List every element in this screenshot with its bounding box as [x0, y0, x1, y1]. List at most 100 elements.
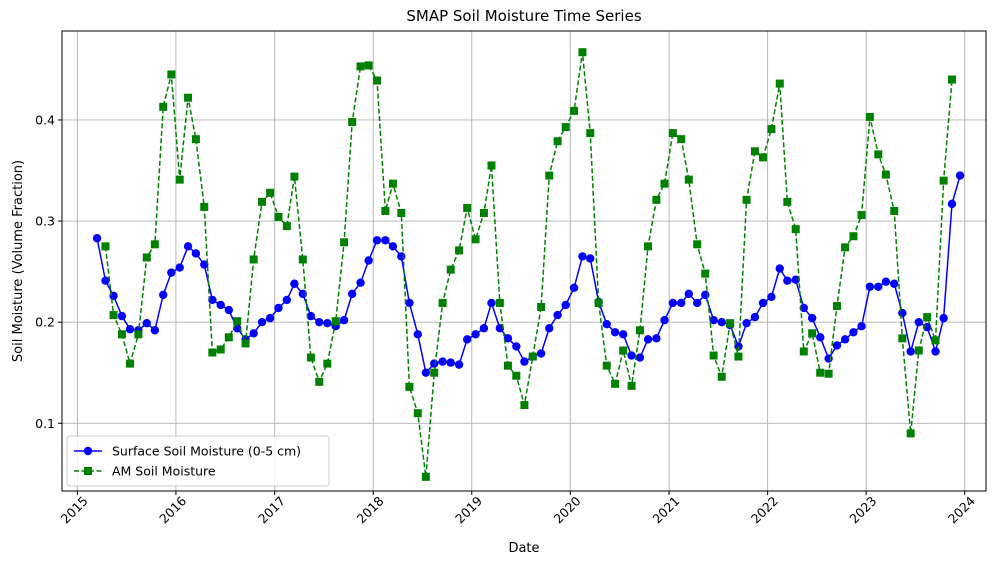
data-point	[191, 135, 200, 144]
data-point	[175, 175, 184, 184]
data-point	[183, 242, 193, 251]
data-point	[167, 268, 176, 277]
data-point	[874, 282, 883, 291]
data-point	[150, 326, 160, 335]
data-point	[503, 361, 512, 370]
series-line-1	[104, 51, 953, 478]
x-axis-label: Date	[508, 541, 539, 556]
data-point	[184, 93, 193, 102]
x-tick-label: 2015	[58, 493, 91, 526]
data-point	[413, 330, 422, 339]
data-point	[742, 195, 751, 204]
data-point	[602, 319, 611, 329]
y-axis-ticks: 0.1 0.2 0.3 0.4	[35, 112, 62, 431]
data-point	[372, 236, 382, 245]
data-point	[652, 195, 661, 204]
data-point	[799, 347, 808, 356]
data-point	[939, 176, 948, 185]
data-point	[109, 311, 118, 320]
data-point	[117, 311, 127, 321]
data-point	[947, 75, 956, 84]
data-point	[709, 315, 718, 325]
grid	[62, 31, 986, 491]
data-point	[635, 353, 645, 362]
data-point	[865, 282, 875, 291]
legend-entry-am: AM Soil Moisture	[74, 464, 216, 479]
series-0	[92, 171, 965, 377]
data-point	[117, 330, 126, 339]
data-point	[274, 303, 283, 313]
data-point	[545, 324, 554, 333]
data-point	[750, 147, 759, 156]
data-point	[758, 298, 768, 308]
data-point	[939, 313, 948, 323]
data-point	[397, 252, 406, 261]
y-tick-label: 0.1	[35, 416, 55, 431]
data-point	[430, 368, 439, 377]
data-point	[413, 409, 422, 418]
y-tick-label: 0.3	[35, 214, 55, 229]
data-point	[315, 377, 324, 386]
data-point	[249, 255, 258, 264]
data-point	[619, 346, 628, 355]
data-point	[660, 179, 669, 188]
data-point	[258, 197, 267, 206]
y-tick-label: 0.4	[35, 112, 55, 127]
data-point	[520, 357, 529, 366]
data-point	[767, 125, 776, 134]
data-point	[101, 242, 110, 251]
data-point	[807, 313, 817, 323]
data-point	[446, 265, 455, 274]
data-point	[849, 328, 858, 337]
data-point	[348, 117, 357, 126]
data-point	[627, 351, 636, 360]
data-point	[462, 335, 472, 344]
data-point	[553, 310, 562, 320]
data-point	[660, 315, 669, 325]
data-point	[890, 279, 899, 288]
data-point	[890, 206, 899, 215]
x-tick-label: 2017	[255, 493, 288, 526]
data-point	[692, 298, 702, 308]
legend-marker-surface	[83, 446, 93, 456]
data-point	[224, 305, 234, 315]
data-point	[816, 333, 825, 342]
data-point	[339, 315, 349, 325]
data-point	[290, 172, 299, 181]
data-point	[677, 298, 686, 308]
y-tick-label: 0.2	[35, 315, 55, 330]
data-point	[446, 358, 455, 367]
plot-frame	[61, 30, 987, 492]
data-point	[487, 298, 496, 308]
data-point	[290, 279, 299, 288]
data-point	[92, 234, 102, 243]
data-point	[479, 208, 488, 217]
data-point	[298, 255, 307, 264]
data-point	[282, 222, 291, 231]
data-point	[586, 129, 595, 138]
data-point	[816, 368, 825, 377]
data-point	[388, 179, 397, 188]
data-point	[479, 324, 489, 333]
data-point	[602, 361, 611, 370]
data-point	[783, 276, 792, 285]
legend-label-am: AM Soil Moisture	[112, 464, 216, 479]
data-point	[717, 372, 726, 381]
data-point	[364, 256, 373, 265]
data-point	[495, 324, 505, 333]
data-point	[306, 353, 315, 362]
data-point	[791, 225, 800, 234]
data-point	[405, 382, 414, 391]
data-point	[503, 334, 513, 343]
data-point	[208, 348, 217, 357]
data-point	[586, 254, 595, 263]
series-layer	[92, 48, 965, 481]
data-point	[536, 349, 546, 358]
data-point	[306, 311, 316, 321]
data-point	[783, 197, 792, 206]
data-point	[840, 335, 850, 344]
data-point	[142, 318, 151, 328]
data-point	[668, 298, 678, 308]
data-point	[857, 211, 866, 219]
